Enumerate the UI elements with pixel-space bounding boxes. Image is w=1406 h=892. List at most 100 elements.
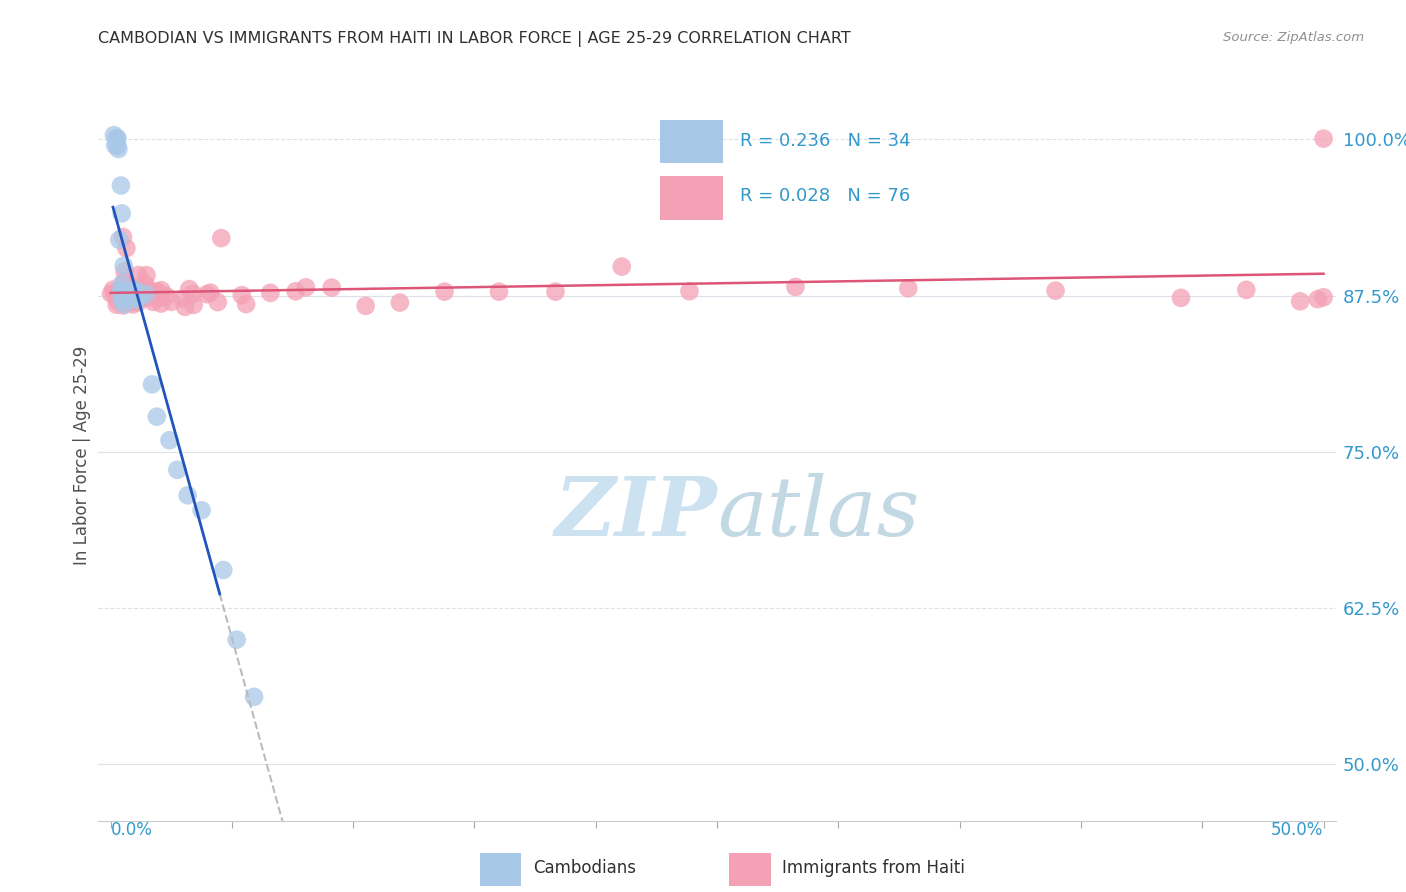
Point [105,131,128,145]
Point [111,277,134,292]
Point [125,294,148,309]
Point [190,503,212,517]
Point [321,280,343,294]
Point [111,292,134,306]
Point [111,293,134,308]
Point [131,288,153,302]
Point [433,285,456,299]
Point [122,280,145,294]
Point [1312,290,1334,304]
Point [127,295,149,310]
Point [159,434,181,448]
Point [115,285,138,300]
Point [114,264,136,278]
Point [107,142,129,156]
Point [128,290,150,304]
Point [111,286,134,301]
Point [179,282,201,296]
Point [104,138,127,153]
Point [105,298,128,312]
Point [135,268,157,282]
Point [122,297,145,311]
Point [146,285,169,299]
Point [1170,291,1192,305]
Point [124,290,146,304]
Point [142,294,165,309]
Point [108,233,131,247]
Point [488,285,510,299]
Point [284,285,307,299]
Point [155,289,177,303]
Point [207,295,229,310]
Text: Source: ZipAtlas.com: Source: ZipAtlas.com [1223,31,1364,45]
Point [132,289,155,303]
Point [112,286,135,301]
Point [200,285,222,300]
Point [115,241,138,255]
Point [112,297,135,311]
Point [174,300,197,314]
Point [127,268,149,282]
Point [610,260,633,274]
Point [101,283,124,297]
Point [114,284,136,298]
Point [105,131,128,145]
Point [1312,131,1334,145]
Point [110,178,132,193]
Point [107,285,129,299]
Point [135,286,157,301]
Point [141,377,163,392]
Point [132,285,155,300]
Point [259,285,281,300]
Point [107,293,129,308]
Text: CAMBODIAN VS IMMIGRANTS FROM HAITI IN LABOR FORCE | AGE 25-29 CORRELATION CHART: CAMBODIAN VS IMMIGRANTS FROM HAITI IN LA… [98,31,851,47]
Point [105,139,128,153]
Point [111,230,134,244]
Point [124,294,146,309]
Point [150,283,173,297]
Point [212,563,235,577]
Text: ZIP: ZIP [554,474,717,553]
Point [117,283,139,297]
Point [114,286,136,301]
Point [124,284,146,298]
Point [354,299,377,313]
Point [103,128,125,142]
Point [117,292,139,306]
Point [103,286,125,301]
Point [1234,283,1257,297]
Point [544,285,567,299]
Text: 50.0%: 50.0% [1271,821,1323,838]
Point [149,290,172,304]
Point [141,284,163,298]
Point [120,281,142,295]
Point [122,285,145,300]
Point [112,275,135,289]
Point [112,285,135,300]
Point [112,259,135,273]
Point [785,280,807,294]
Point [124,282,146,296]
Point [132,282,155,296]
Point [243,690,266,704]
Point [166,463,188,477]
Point [110,283,132,297]
Point [172,292,194,306]
Point [295,280,318,294]
Point [100,286,122,301]
Point [136,291,159,305]
Point [146,285,169,299]
Point [678,284,700,298]
Point [897,281,920,295]
Point [124,284,146,298]
Point [195,287,218,301]
Point [112,291,135,305]
Point [181,286,204,301]
Point [1306,292,1329,306]
Point [127,293,149,307]
Point [134,277,156,292]
Point [1045,284,1067,298]
Point [134,286,156,301]
Point [146,409,169,424]
Point [150,296,173,310]
